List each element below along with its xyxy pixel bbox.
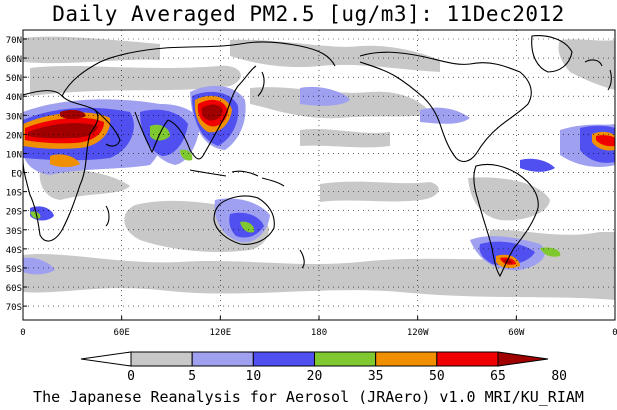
- longitude-axis: 0 60E 120E 180 120W 60W 0: [20, 316, 617, 338]
- colorbar-tick-label: 10: [246, 369, 262, 384]
- lat-label: 70N: [6, 36, 22, 46]
- aerosol-field-darkred: [28, 104, 512, 264]
- lat-label: 60N: [6, 55, 22, 65]
- lat-label: 40S: [6, 246, 22, 256]
- lon-label: 0: [612, 328, 617, 338]
- graticule: [23, 30, 615, 320]
- colorbar: 0 5 10 20 35 50 65 80: [80, 351, 567, 384]
- colorbar-swatch: [191, 351, 254, 367]
- lat-label: 30S: [6, 227, 22, 237]
- aerosol-field-light: [23, 36, 615, 300]
- aerosol-field-green: [30, 124, 561, 257]
- lat-label: 70S: [6, 303, 22, 313]
- lat-label: 10N: [6, 150, 22, 160]
- colorbar-swatch: [80, 351, 132, 367]
- colorbar-swatch: [375, 351, 438, 367]
- colorbar-tick-label: 5: [188, 369, 196, 384]
- lon-label: 0: [20, 328, 25, 338]
- lon-label: 60W: [508, 328, 525, 338]
- lat-label: 60S: [6, 284, 22, 294]
- footer-credit: The Japanese Reanalysis for Aerosol (JRA…: [33, 388, 584, 406]
- lon-label: 180: [311, 328, 327, 338]
- lat-label: 20N: [6, 131, 22, 141]
- lon-label: 120W: [407, 328, 429, 338]
- lat-label: 50N: [6, 74, 22, 84]
- page-title: Daily Averaged PM2.5 [ug/m3]: 11Dec2012: [52, 2, 565, 26]
- lat-label: 40N: [6, 93, 22, 103]
- latitude-axis: 70N 60N 50N 40N 30N 20N 10N EQ 10S 20S 30S 40S 50S 60…: [6, 36, 27, 313]
- colorbar-tick-label: 80: [551, 369, 567, 384]
- lat-label: 50S: [6, 265, 22, 275]
- colorbar-tick-label: 35: [368, 369, 384, 384]
- coastlines: [23, 35, 612, 278]
- colorbar-swatch: [252, 351, 315, 367]
- lat-label: 20S: [6, 208, 22, 218]
- lon-label: 60E: [114, 328, 130, 338]
- colorbar-swatch: [497, 351, 549, 367]
- colorbar-tick-label: 0: [127, 369, 135, 384]
- colorbar-tick-label: 20: [307, 369, 323, 384]
- lat-label: 30N: [6, 112, 22, 122]
- lon-label: 120E: [209, 328, 231, 338]
- colorbar-tick-label: 50: [429, 369, 445, 384]
- lat-label: EQ: [11, 170, 22, 180]
- colorbar-swatch: [130, 351, 193, 367]
- colorbar-tick-label: 65: [490, 369, 506, 384]
- lat-label: 10S: [6, 189, 22, 199]
- colorbar-swatch: [314, 351, 377, 367]
- colorbar-swatch: [436, 351, 499, 367]
